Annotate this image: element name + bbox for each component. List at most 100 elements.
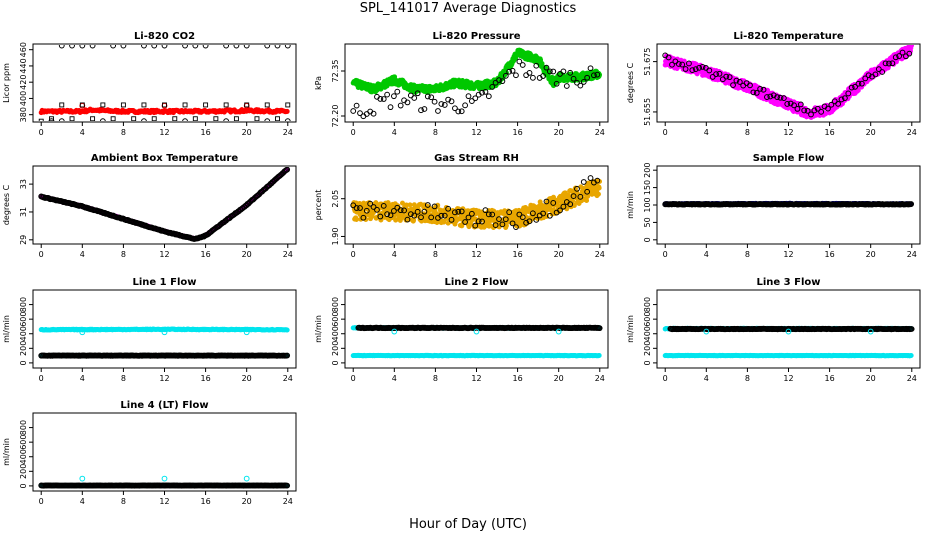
y-tick-label: 440 [19, 58, 28, 73]
x-tick-label: 20 [866, 128, 876, 137]
data-point [862, 75, 869, 82]
data-point [858, 80, 865, 87]
y-tick-label: 400 [331, 326, 340, 341]
x-tick-label: 12 [471, 374, 481, 383]
y-tick-label: 200 [643, 163, 652, 178]
y-tick-label: 380 [19, 107, 28, 122]
data-point [814, 105, 821, 112]
data-point [716, 70, 723, 77]
plot-area [38, 167, 291, 242]
data-series [38, 352, 291, 359]
data-series [350, 352, 602, 359]
data-point [543, 64, 550, 71]
data-point [567, 69, 574, 76]
data-point [835, 100, 842, 107]
data-point [550, 194, 556, 200]
data-point [182, 45, 188, 49]
x-tick-label: 20 [242, 250, 252, 259]
panel-title: Li-820 CO2 [134, 31, 195, 42]
data-point [580, 179, 587, 185]
data-series [38, 167, 291, 242]
data-point [363, 207, 370, 214]
plot-area [350, 175, 603, 231]
data-point [182, 118, 188, 121]
x-tick-label: 16 [201, 128, 211, 137]
data-point [448, 216, 455, 223]
data-point [233, 45, 240, 49]
x-tick-label: 4 [704, 128, 709, 137]
plot-area [350, 47, 603, 120]
x-tick-label: 12 [471, 128, 481, 137]
data-point [506, 209, 513, 216]
x-tick-label: 24 [283, 374, 293, 383]
data-point [818, 108, 825, 115]
data-point [570, 193, 577, 200]
data-point [553, 80, 560, 87]
data-point [499, 221, 506, 228]
data-point [496, 77, 502, 84]
plot-area [662, 45, 915, 120]
panel-title: Sample Flow [753, 153, 825, 164]
data-point [482, 207, 489, 214]
data-point [485, 211, 492, 218]
data-point [448, 98, 455, 105]
data-point [441, 212, 448, 219]
x-tick-label: 0 [39, 128, 44, 137]
y-axis-label: ml/min [314, 315, 323, 343]
data-point [264, 45, 271, 49]
data-point [141, 45, 147, 49]
data-point [516, 58, 523, 65]
data-point [435, 108, 441, 114]
x-tick-label: 24 [907, 250, 917, 259]
data-series [662, 45, 915, 120]
data-point [546, 212, 553, 219]
data-point [689, 67, 696, 73]
data-point [574, 79, 580, 86]
data-point [808, 111, 814, 118]
x-tick-label: 0 [39, 250, 44, 259]
data-point [596, 352, 602, 358]
data-point [726, 74, 733, 81]
data-point [455, 108, 462, 115]
data-series [79, 329, 250, 336]
data-point [499, 78, 506, 85]
data-point [377, 96, 384, 102]
plot-area [38, 326, 291, 359]
data-point [58, 45, 65, 49]
plot-area [350, 324, 603, 359]
data-point [736, 79, 743, 85]
x-tick-label: 8 [433, 128, 438, 137]
data-point [886, 60, 892, 67]
data-point [79, 45, 86, 49]
data-point [804, 107, 811, 114]
y-axis-label: Licor ppm [2, 63, 11, 103]
data-point [750, 89, 757, 96]
data-point [397, 102, 404, 109]
data-point [452, 105, 458, 112]
x-tick-label: 4 [80, 128, 85, 137]
x-tick-label: 8 [121, 128, 126, 137]
data-point [696, 64, 703, 71]
y-tick-label: 51.675 [643, 48, 652, 76]
data-point [384, 211, 391, 218]
data-point [284, 327, 290, 333]
data-point [428, 214, 435, 221]
data-point [431, 98, 438, 105]
data-point [353, 102, 360, 109]
data-point [892, 54, 899, 61]
data-point [791, 102, 797, 109]
data-point [285, 102, 291, 108]
data-point [513, 224, 519, 230]
plot-area [38, 45, 291, 121]
data-point [438, 101, 445, 107]
data-point [530, 74, 536, 81]
y-tick-label: 0 [19, 360, 28, 365]
data-point [131, 116, 137, 121]
data-point [284, 118, 291, 121]
data-point [120, 45, 127, 49]
data-point [509, 67, 516, 74]
